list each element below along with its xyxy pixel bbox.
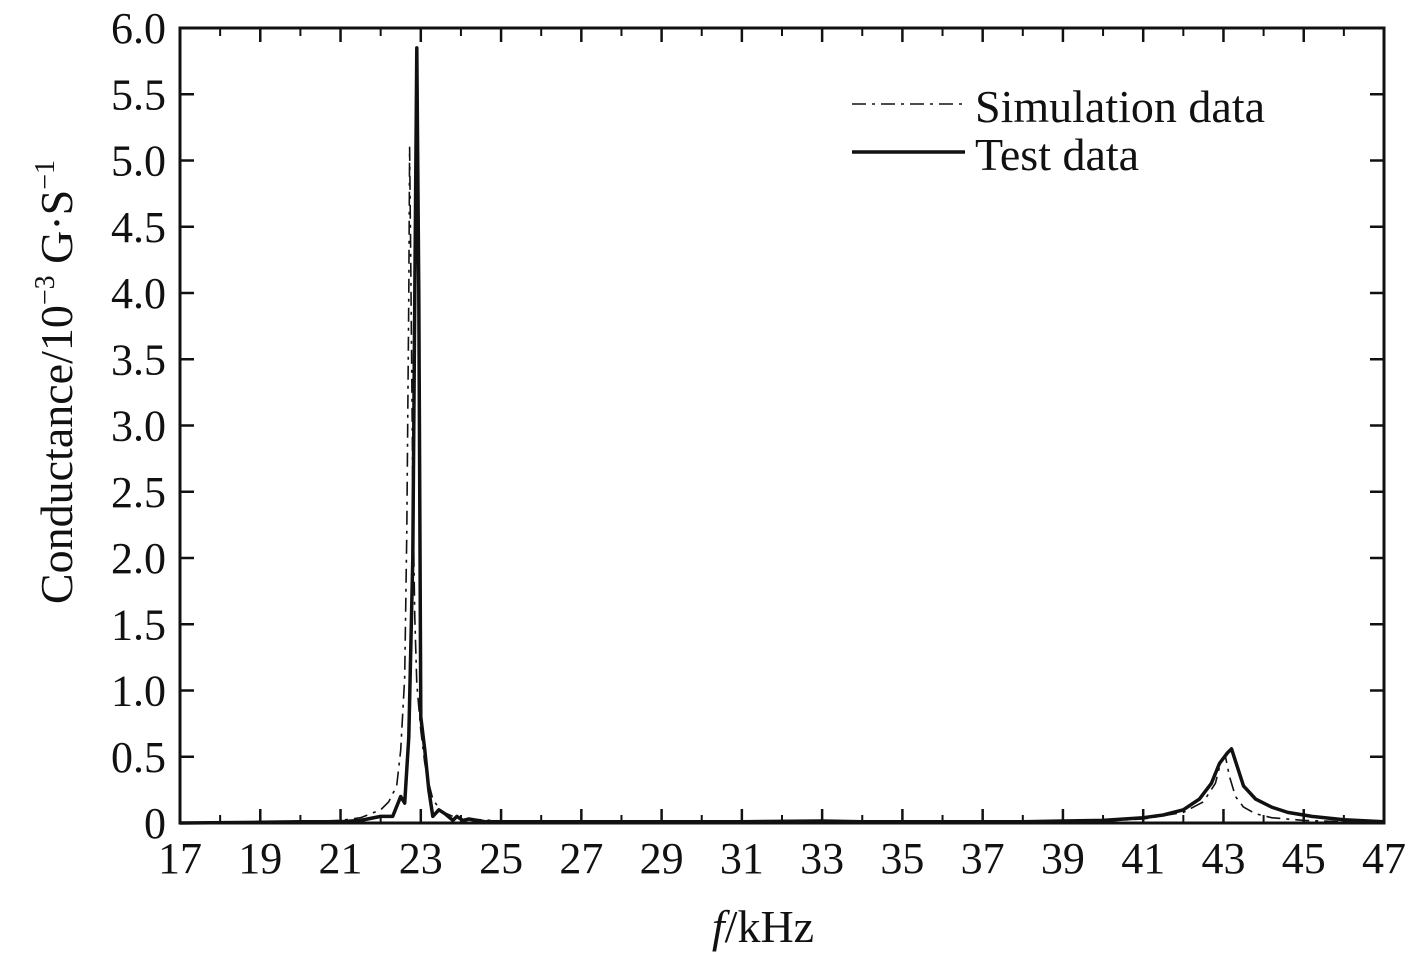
ticks-layer: 17 19 21 23 25 27 29 31 33 35 37 39 41 43 45 47 0 0.5 1.0 1… <box>111 4 1406 883</box>
x-tick-label: 29 <box>640 834 684 883</box>
x-tick-label: 37 <box>961 834 1005 883</box>
y-tick-label: 1.5 <box>111 600 166 649</box>
x-tick-label: 43 <box>1201 834 1245 883</box>
x-axis-label: f/kHz <box>712 901 814 952</box>
x-tick-label: 19 <box>238 834 282 883</box>
x-tick-label: 33 <box>800 834 844 883</box>
legend: Simulation data Test data <box>852 81 1265 180</box>
legend-label-simulation: Simulation data <box>975 81 1265 132</box>
x-tick-label: 45 <box>1282 834 1326 883</box>
y-tick-label: 6.0 <box>111 4 166 53</box>
x-tick-label: 27 <box>559 834 603 883</box>
y-tick-label: 2.5 <box>111 468 166 517</box>
y-axis-label: Conductance/10−3 G·S−1 <box>30 160 82 604</box>
simulation-data-line <box>179 146 1385 824</box>
y-tick-label: 0.5 <box>111 733 166 782</box>
x-tick-label: 39 <box>1041 834 1085 883</box>
x-tick-label: 21 <box>319 834 363 883</box>
x-tick-label: 23 <box>399 834 443 883</box>
y-tick-label: 4.5 <box>111 203 166 252</box>
y-tick-label: 3.0 <box>111 402 166 451</box>
y-tick-label: 1.0 <box>111 667 166 716</box>
x-tick-label: 47 <box>1362 834 1406 883</box>
y-tick-label: 0 <box>144 799 166 848</box>
y-tick-label: 2.0 <box>111 534 166 583</box>
test-data-line <box>179 46 1385 825</box>
y-tick-label: 5.5 <box>111 70 166 119</box>
y-tick-label: 4.0 <box>111 269 166 318</box>
y-tick-label: 5.0 <box>111 137 166 186</box>
legend-label-test: Test data <box>975 129 1139 180</box>
y-tick-label: 3.5 <box>111 335 166 384</box>
plot-frame <box>178 26 1386 825</box>
x-tick-label: 17 <box>158 834 202 883</box>
series-layer <box>179 46 1385 825</box>
x-tick-label: 41 <box>1121 834 1165 883</box>
x-tick-label: 31 <box>720 834 764 883</box>
x-tick-label: 25 <box>479 834 523 883</box>
x-tick-label: 35 <box>880 834 924 883</box>
